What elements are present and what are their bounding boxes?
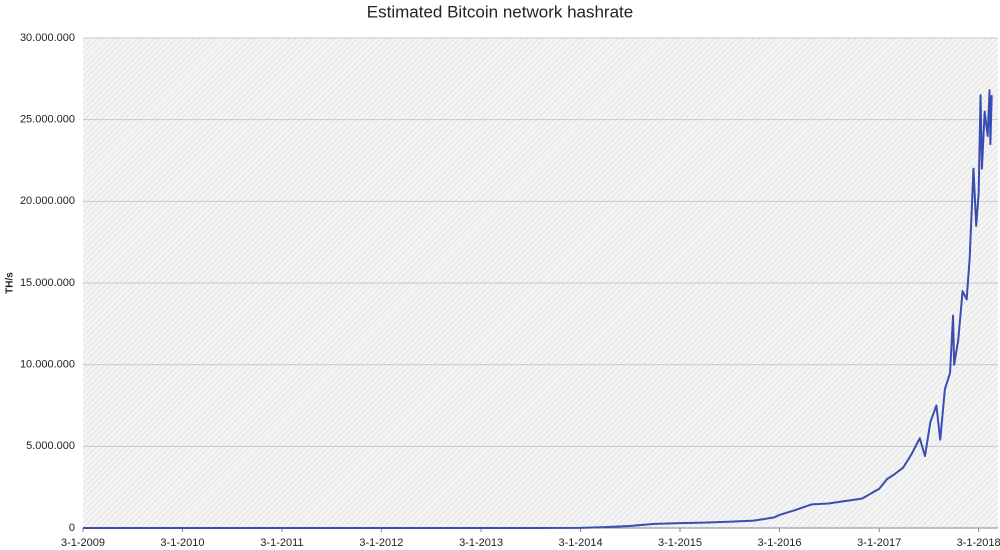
y-tick-label: 10.000.000 bbox=[20, 359, 75, 371]
y-tick-label: 25.000.000 bbox=[20, 114, 75, 126]
x-tick-label: 3-1-2017 bbox=[857, 537, 901, 549]
x-tick-label: 3-1-2014 bbox=[559, 537, 603, 549]
y-tick-label: 0 bbox=[69, 522, 75, 534]
y-axis-label: TH/s bbox=[5, 272, 16, 294]
chart-title: Estimated Bitcoin network hashrate bbox=[367, 2, 633, 21]
x-tick-label: 3-1-2015 bbox=[658, 537, 702, 549]
x-tick-label: 3-1-2016 bbox=[757, 537, 801, 549]
y-tick-label: 30.000.000 bbox=[20, 32, 75, 44]
data-line bbox=[83, 89, 993, 529]
x-tick-label: 3-1-2009 bbox=[61, 537, 105, 549]
x-tick-label: 3-1-2011 bbox=[260, 537, 303, 549]
x-tick-label: 3-1-2012 bbox=[359, 537, 403, 549]
y-tick-label: 15.000.000 bbox=[20, 277, 75, 289]
y-tick-label: 5.000.000 bbox=[26, 440, 75, 452]
y-tick-label: 20.000.000 bbox=[20, 195, 75, 207]
x-tick-label: 3-1-2010 bbox=[160, 537, 204, 549]
x-tick-label: 3-1-2018 bbox=[957, 537, 1000, 549]
x-tick-label: 3-1-2013 bbox=[459, 537, 503, 549]
